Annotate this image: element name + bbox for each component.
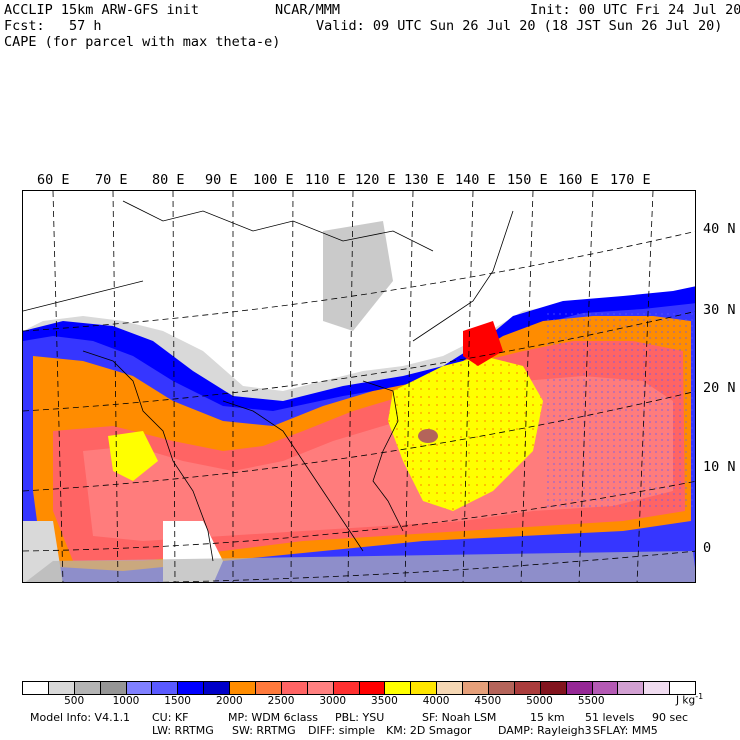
- footer-item: SFLAY: MM5: [593, 724, 658, 737]
- footer-item: MP: WDM 6class: [228, 711, 318, 724]
- longitude-label: 150 E: [507, 172, 548, 188]
- init-time: Init: 00 UTC Fri 24 Jul 20: [530, 2, 740, 18]
- color-bar-label: 4000: [422, 695, 450, 707]
- color-bar-label: 4500: [474, 695, 502, 707]
- map-svg: [23, 191, 695, 582]
- field-name: CAPE (for parcel with max theta-e): [4, 34, 281, 50]
- valid-time: Valid: 09 UTC Sun 26 Jul 20 (18 JST Sun …: [316, 18, 723, 34]
- longitude-label: 100 E: [253, 172, 294, 188]
- color-bar-units: J kg-1: [676, 692, 704, 707]
- coastlines: [23, 200, 514, 562]
- color-bar-swatch: [644, 682, 671, 694]
- longitude-label: 160 E: [558, 172, 599, 188]
- color-bar-swatch: [333, 682, 360, 694]
- color-bar-swatch: [178, 682, 205, 694]
- color-bar-swatch: [566, 682, 593, 694]
- longitude-label: 140 E: [455, 172, 496, 188]
- color-bar-swatch: [437, 682, 464, 694]
- color-bar-swatch: [592, 682, 619, 694]
- latitude-label: 20 N: [703, 380, 736, 396]
- footer-item: SF: Noah LSM: [422, 711, 497, 724]
- color-bar-swatch: [385, 682, 412, 694]
- color-bar-swatch: [126, 682, 153, 694]
- cape-map: [22, 190, 696, 583]
- color-bar: [22, 681, 696, 695]
- color-bar-swatch: [670, 682, 696, 694]
- color-bar-label: 1000: [112, 695, 140, 707]
- footer-item: CU: KF: [152, 711, 189, 724]
- footer-item: 15 km: [530, 711, 565, 724]
- footer-item: DAMP: Rayleigh3: [498, 724, 592, 737]
- color-bar-swatch: [256, 682, 282, 694]
- color-bar-swatch: [204, 682, 231, 694]
- color-bar-swatch: [540, 682, 567, 694]
- latitude-label: 40 N: [703, 221, 736, 237]
- color-bar-label: 1500: [164, 695, 191, 707]
- footer-item: DIFF: simple: [308, 724, 376, 737]
- color-bar-swatch: [359, 682, 386, 694]
- latitude-label: 30 N: [703, 302, 736, 318]
- footer-item: 90 sec: [652, 711, 689, 724]
- color-bar-swatch: [489, 682, 515, 694]
- longitude-label: 60 E: [37, 172, 70, 188]
- color-bar-label: 500: [64, 695, 85, 707]
- color-bar-swatch: [514, 682, 541, 694]
- grid-lines: [23, 191, 695, 582]
- footer-item: 51 levels: [585, 711, 635, 724]
- model-title: ACCLIP 15km ARW-GFS init: [4, 2, 200, 18]
- longitude-label: 70 E: [95, 172, 128, 188]
- latitude-label: 0: [703, 540, 712, 556]
- color-bar-label: 2000: [215, 695, 243, 707]
- footer-item: SW: RRTMG: [232, 724, 296, 737]
- color-bar-swatch: [230, 682, 257, 694]
- color-bar-swatch: [618, 682, 645, 694]
- color-bar-swatch: [48, 682, 75, 694]
- color-bar-label: 2500: [267, 695, 295, 707]
- color-bar-swatch: [307, 682, 334, 694]
- color-bar-label: 5000: [526, 695, 553, 707]
- longitude-label: 110 E: [305, 172, 346, 188]
- longitude-label: 120 E: [355, 172, 396, 188]
- longitude-label: 90 E: [205, 172, 238, 188]
- cape-4500-peak: [418, 429, 438, 443]
- color-bar-swatch: [23, 682, 49, 694]
- forecast-hour: Fcst: 57 h: [4, 18, 102, 34]
- footer-item: LW: RRTMG: [152, 724, 214, 737]
- color-bar-swatch: [463, 682, 490, 694]
- org-label: NCAR/MMM: [275, 2, 341, 18]
- color-bar-label: 5500: [577, 695, 605, 707]
- longitude-label: 130 E: [404, 172, 445, 188]
- color-bar-swatch: [74, 682, 101, 694]
- color-bar-swatch: [411, 682, 438, 694]
- latitude-label: 10 N: [703, 459, 736, 475]
- longitude-label: 170 E: [610, 172, 651, 188]
- color-bar-label: 3000: [319, 695, 347, 707]
- longitude-label: 80 E: [152, 172, 185, 188]
- color-bar-swatch: [100, 682, 127, 694]
- color-bar-swatch: [152, 682, 179, 694]
- footer-item: PBL: YSU: [335, 711, 385, 724]
- footer-item: KM: 2D Smagor: [386, 724, 472, 737]
- color-bar-label: 3500: [371, 695, 398, 707]
- footer-item: Model Info: V4.1.1: [30, 711, 131, 724]
- color-bar-swatch: [281, 682, 308, 694]
